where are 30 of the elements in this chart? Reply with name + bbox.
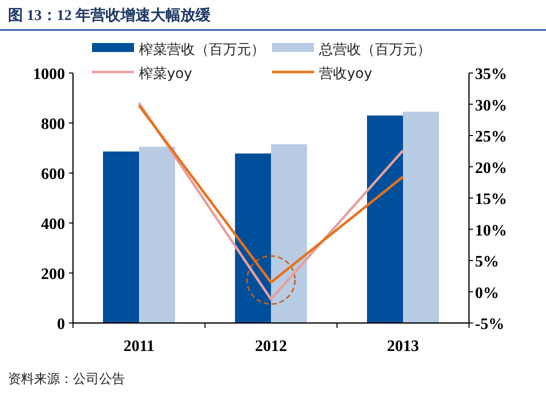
y2-tick-label: 20%: [475, 160, 507, 177]
x-tick-label: 2013: [387, 338, 419, 355]
y-tick-label: 400: [41, 216, 65, 233]
y2-tick-label: 0%: [475, 284, 499, 302]
x-tick-label: 2011: [123, 338, 155, 355]
bar: [367, 116, 403, 323]
bar: [235, 154, 271, 323]
chart-title: 图 13：12 年营收增速大幅放缓: [8, 7, 212, 24]
y2-tick-label: 25%: [475, 128, 507, 146]
text: 资料来源：公司公告: [8, 372, 125, 387]
bar: [271, 144, 307, 323]
y-tick-label: 600: [41, 166, 65, 183]
x-tick-label: 2012: [255, 338, 287, 355]
legend-label: 榨菜营收（百万元）: [139, 42, 265, 58]
y2-tick-label: 10%: [475, 222, 507, 240]
bar: [139, 146, 175, 323]
y-tick-label: 200: [41, 266, 65, 283]
y2-tick-label: 30%: [475, 97, 507, 114]
legend-label: 营收yoy: [319, 66, 372, 82]
y2-tick-label: 15%: [475, 191, 507, 208]
y-tick-label: 800: [41, 116, 65, 133]
y-tick-label: 0: [57, 316, 65, 333]
y2-tick-label: 35%: [475, 66, 507, 83]
bar: [403, 112, 439, 323]
legend-label: 总营收（百万元）: [318, 42, 431, 58]
y-tick-label: 1000: [33, 66, 65, 83]
y2-tick-label: 5%: [475, 254, 499, 270]
bar: [103, 152, 139, 323]
legend-label: 榨菜yoy: [139, 66, 192, 82]
y2-tick-label: -5%: [475, 316, 504, 333]
